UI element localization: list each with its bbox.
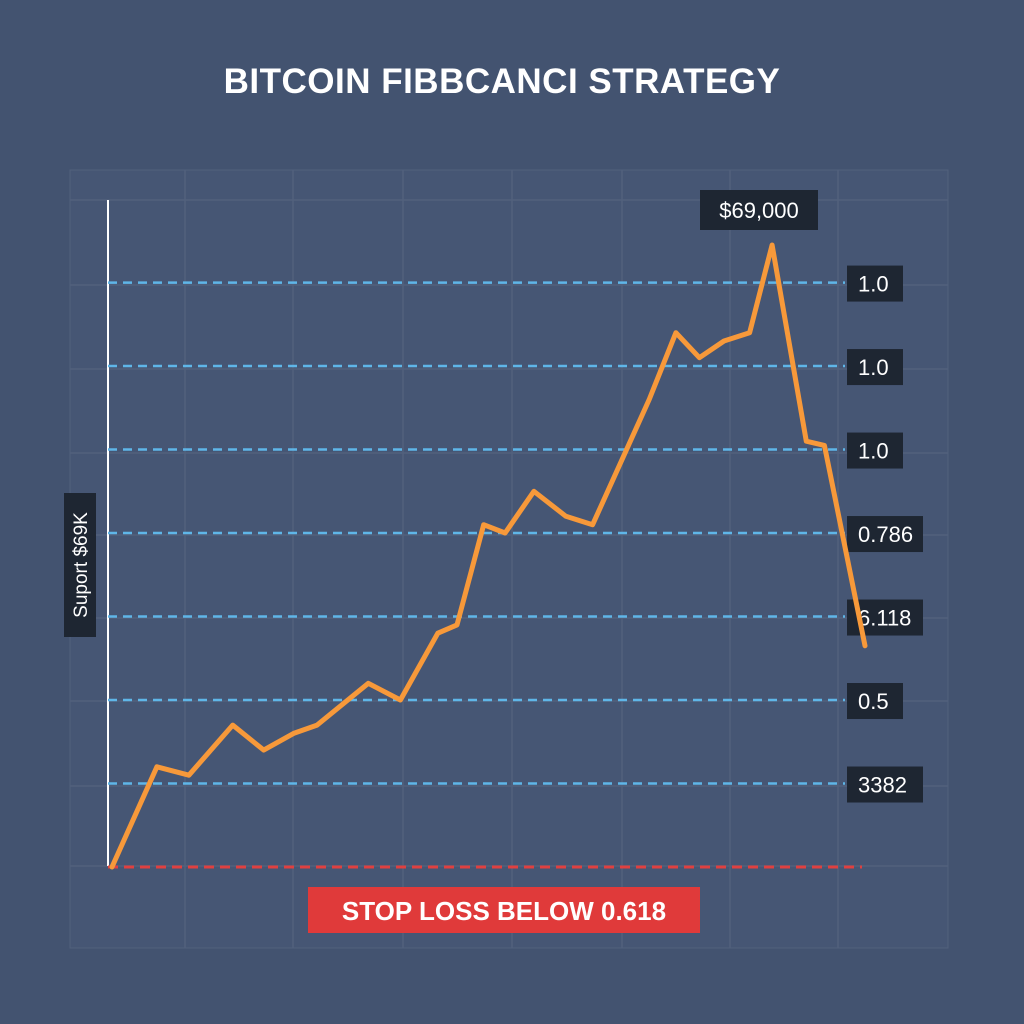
fib-level-label-3: 0.786 — [858, 522, 913, 547]
fib-level-label-5: 0.5 — [858, 689, 889, 714]
grid — [70, 170, 948, 948]
stop-loss-label: STOP LOSS BELOW 0.618 — [342, 896, 666, 926]
fib-level-label-0: 1.0 — [858, 272, 889, 297]
fib-level-label-box-2 — [847, 432, 903, 469]
fib-level-label-box-1 — [847, 349, 903, 386]
fib-level-label-2: 1.0 — [858, 439, 889, 464]
peak-annotation-box — [700, 190, 818, 230]
peak-annotation-label: $69,000 — [719, 198, 799, 223]
fib-level-labels: 1.0 1.0 1.0 0.786 6.118 0.5 3382 — [847, 265, 923, 803]
chart-title: BITCOIN FIBBCANCI STRATEGY — [223, 62, 781, 101]
fib-level-label-box-6 — [847, 766, 923, 803]
fib-levels — [108, 281, 845, 785]
fib-level-label-box-5 — [847, 683, 903, 720]
fib-level-label-4: 6.118 — [858, 606, 911, 631]
plot-area — [69, 169, 949, 949]
fib-level-label-box-3 — [847, 516, 923, 553]
fib-level-label-1: 1.0 — [858, 355, 889, 380]
y-axis-label: Suport $69K — [71, 512, 92, 618]
y-axis-label-box: Suport $69K — [64, 493, 96, 637]
peak-annotation: $69,000 — [700, 190, 818, 230]
series-line-price — [109, 242, 868, 870]
fib-level-label-box-0 — [847, 265, 903, 302]
fib-level-label-6: 3382 — [858, 773, 907, 798]
stop-loss-banner-box — [308, 887, 700, 933]
stop-loss-banner: STOP LOSS BELOW 0.618 — [308, 887, 700, 933]
